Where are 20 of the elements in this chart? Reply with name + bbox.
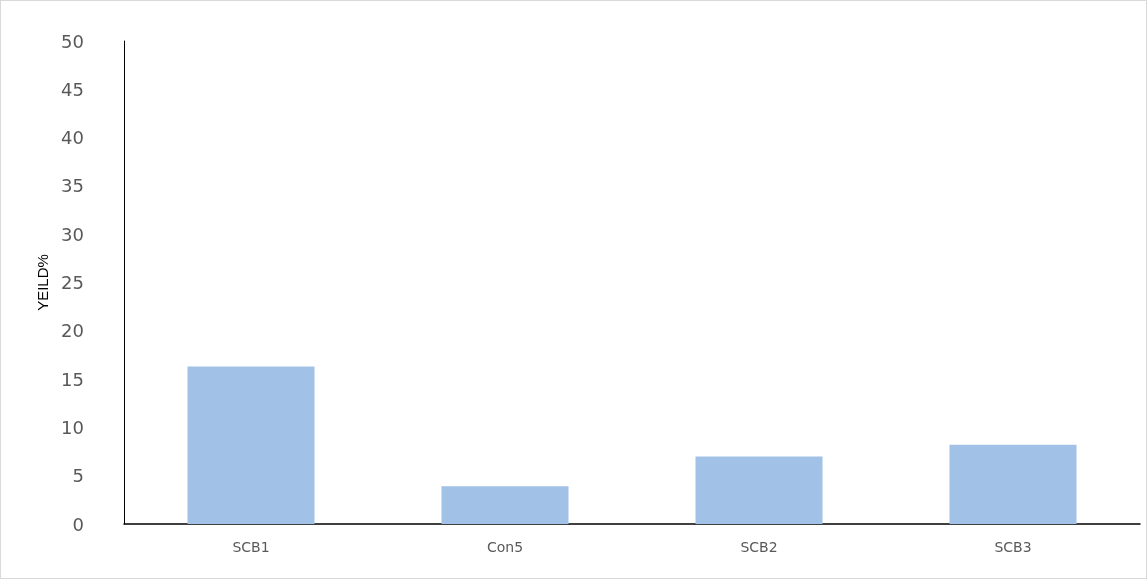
- y-tick-label: 15: [61, 368, 84, 390]
- y-tick-label: 35: [61, 175, 84, 197]
- x-tick-label: SCB3: [994, 539, 1032, 555]
- y-tick-label: 45: [61, 78, 84, 100]
- y-tick-label: 0: [72, 513, 84, 535]
- y-tick-label: 20: [61, 320, 84, 342]
- bar: [695, 456, 823, 524]
- x-tick-label: SCB2: [740, 539, 778, 555]
- y-tick-label: 5: [72, 465, 84, 487]
- bar: [949, 444, 1077, 524]
- y-tick-label: 50: [61, 30, 84, 52]
- y-axis-title: YEILD%: [34, 254, 52, 311]
- y-tick-label: 10: [61, 416, 84, 438]
- y-tick-label: 25: [61, 272, 84, 293]
- y-tick-label: 30: [61, 223, 84, 245]
- x-tick-label: SCB1: [232, 539, 270, 555]
- bar: [187, 366, 315, 524]
- bar: [441, 486, 569, 524]
- y-tick-label: 40: [61, 127, 84, 149]
- x-tick-label: Con5: [486, 539, 524, 555]
